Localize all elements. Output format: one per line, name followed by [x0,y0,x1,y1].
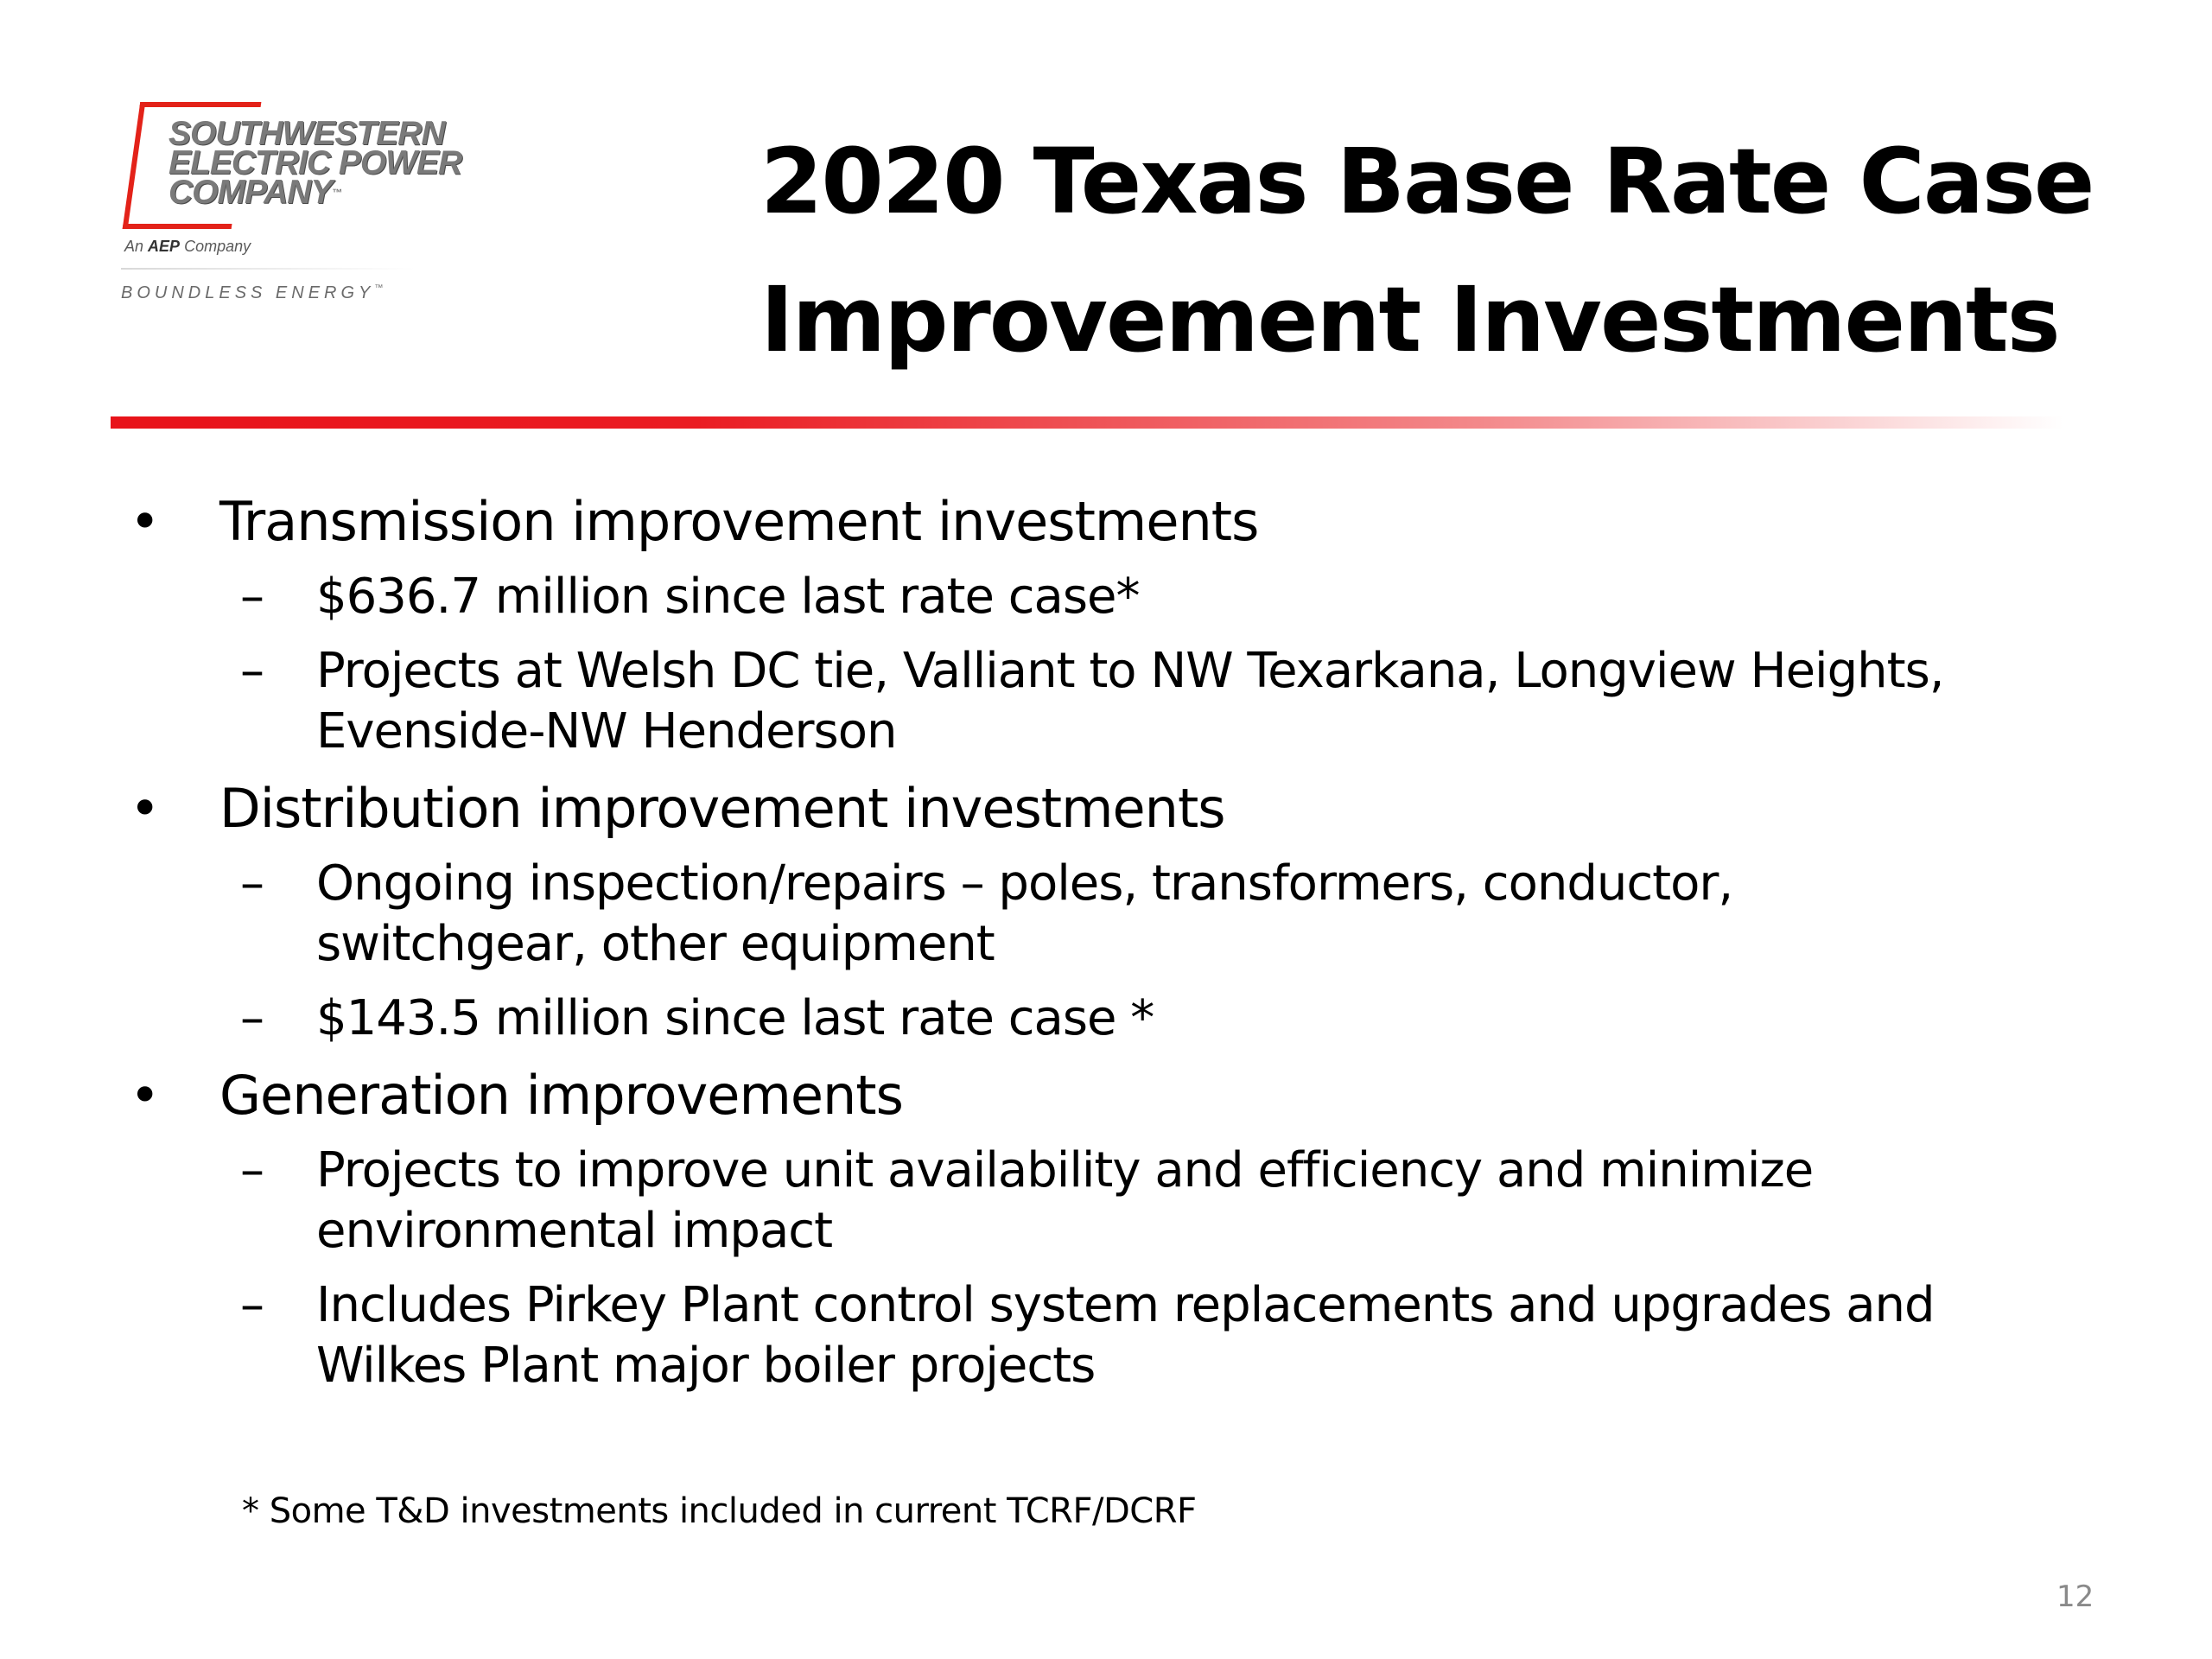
sub-bullet-line: environmental impact [316,1203,833,1259]
sub-bullet-line: switchgear, other equipment [316,916,995,972]
sub-bullet-line: Ongoing inspection/repairs – poles, tran… [316,855,1733,912]
sub-bullet-line: Projects at Welsh DC tie, Valliant to NW… [316,643,1945,699]
slide-title: 2020 Texas Base Rate Case Improvement In… [760,112,2108,389]
logo-tm: ™ [332,187,342,199]
sub-bullet: Includes Pirkey Plant control system rep… [130,1275,2100,1396]
logo-line-3: COMPANY™ [168,175,461,209]
logo-parent-suffix: Company [184,238,251,255]
sub-bullet-line: $143.5 million since last rate case * [316,990,1154,1046]
logo-parent-company: An AEP Company [124,238,251,256]
logo-line-1: SOUTHWESTERN [168,115,446,152]
logo-parent-prefix: An [124,238,144,255]
company-logo: SOUTHWESTERN ELECTRIC POWER COMPANY™ An … [121,95,484,320]
logo-line-2: ELECTRIC POWER [168,144,462,181]
sub-bullet-line: Evenside-NW Henderson [316,703,897,760]
slide-title-line-2: Improvement Investments [760,267,2061,372]
sub-bullet-line: $636.7 million since last rate case* [316,569,1140,625]
title-divider [111,416,2063,429]
logo-tagline-text: BOUNDLESS ENERGY [121,283,375,302]
logo-line-3-text: COMPANY [168,174,333,211]
logo-company-name: SOUTHWESTERN ELECTRIC POWER COMPANY™ [168,115,462,209]
logo-separator [121,268,415,270]
sub-bullet: $143.5 million since last rate case * [130,988,2100,1049]
bullet-list: Transmission improvement investments $63… [130,491,2100,1396]
page-number: 12 [2056,1580,2094,1614]
sub-bullet-line: Wilkes Plant major boiler projects [316,1338,1096,1394]
sub-bullet: $636.7 million since last rate case* [130,567,2100,627]
logo-tagline-tm: ™ [374,283,384,293]
bullet-transmission: Transmission improvement investments [130,491,2100,554]
sub-bullet: Projects to improve unit availability an… [130,1141,2100,1262]
bullet-generation: Generation improvements [130,1065,2100,1128]
logo-tagline: BOUNDLESS ENERGY™ [121,283,383,303]
bullet-distribution: Distribution improvement investments [130,778,2100,841]
sub-bullet-line: Projects to improve unit availability an… [316,1142,1814,1198]
logo-parent-name: AEP [148,238,181,255]
sub-bullet: Ongoing inspection/repairs – poles, tran… [130,854,2100,975]
footnote: * Some T&D investments included in curre… [242,1491,1197,1531]
sub-bullet-line: Includes Pirkey Plant control system rep… [316,1277,1936,1333]
slide-title-line-1: 2020 Texas Base Rate Case [760,129,2094,234]
sub-bullet: Projects at Welsh DC tie, Valliant to NW… [130,641,2100,762]
